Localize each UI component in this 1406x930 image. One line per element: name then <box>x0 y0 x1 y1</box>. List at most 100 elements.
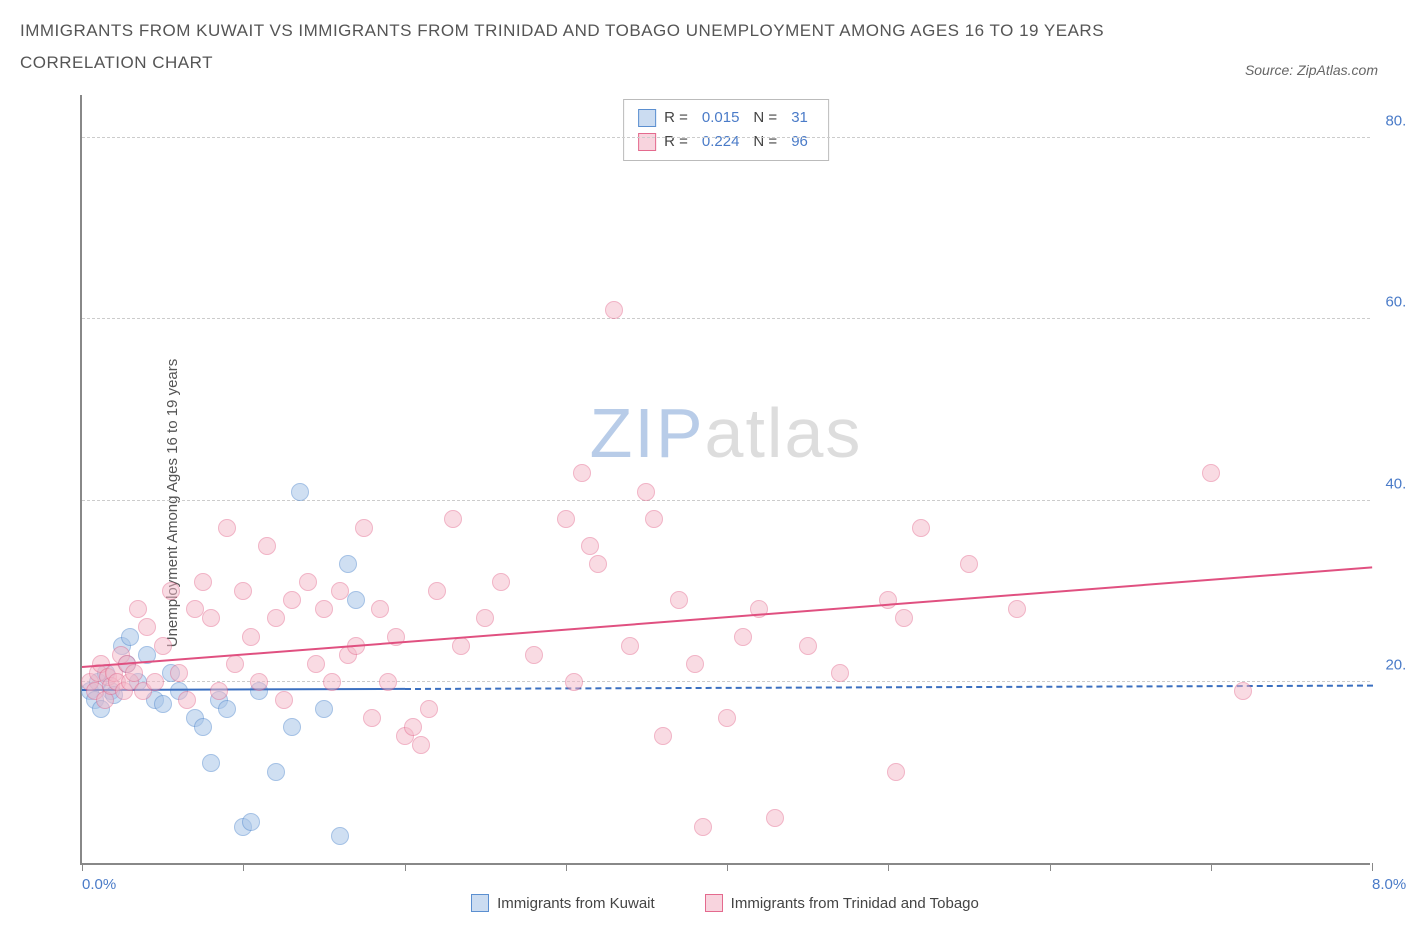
scatter-point <box>138 618 156 636</box>
scatter-point <box>645 510 663 528</box>
scatter-point <box>154 695 172 713</box>
legend-label: Immigrants from Kuwait <box>497 895 655 912</box>
scatter-point <box>637 483 655 501</box>
stats-n-label: N = <box>753 106 777 130</box>
gridline <box>82 318 1370 319</box>
scatter-point <box>218 700 236 718</box>
trend-line <box>404 684 1372 689</box>
scatter-point <box>404 718 422 736</box>
scatter-point <box>428 582 446 600</box>
scatter-point <box>565 673 583 691</box>
scatter-point <box>831 664 849 682</box>
scatter-point <box>686 655 704 673</box>
scatter-point <box>912 519 930 537</box>
x-tick-label: 8.0% <box>1372 876 1406 893</box>
scatter-point <box>299 573 317 591</box>
scatter-point <box>718 709 736 727</box>
scatter-point <box>363 709 381 727</box>
watermark-atlas: atlas <box>705 394 863 472</box>
scatter-point <box>178 691 196 709</box>
legend-item: Immigrants from Trinidad and Tobago <box>705 894 979 912</box>
x-tick <box>1211 863 1212 871</box>
legend-label: Immigrants from Trinidad and Tobago <box>731 895 979 912</box>
scatter-point <box>323 673 341 691</box>
legend-swatch <box>638 109 656 127</box>
legend-swatch <box>471 894 489 912</box>
scatter-point <box>355 519 373 537</box>
scatter-point <box>250 673 268 691</box>
stats-n-value: 31 <box>785 106 814 130</box>
x-tick <box>243 863 244 871</box>
scatter-point <box>202 609 220 627</box>
x-tick <box>1372 863 1373 871</box>
scatter-plot-area: ZIPatlas R =0.015N =31R =0.224N =96 20.0… <box>80 95 1370 865</box>
scatter-point <box>267 763 285 781</box>
y-tick-label: 80.0% <box>1385 113 1406 130</box>
scatter-point <box>125 664 143 682</box>
scatter-point <box>146 673 164 691</box>
legend-item: Immigrants from Kuwait <box>471 894 655 912</box>
scatter-point <box>194 573 212 591</box>
scatter-point <box>202 754 220 772</box>
gridline <box>82 500 1370 501</box>
chart-container: Unemployment Among Ages 16 to 19 years Z… <box>20 95 1386 910</box>
scatter-point <box>186 600 204 618</box>
scatter-point <box>476 609 494 627</box>
y-tick-label: 60.0% <box>1385 294 1406 311</box>
scatter-point <box>331 827 349 845</box>
scatter-point <box>879 591 897 609</box>
scatter-point <box>121 628 139 646</box>
scatter-point <box>218 519 236 537</box>
x-tick <box>82 863 83 871</box>
scatter-point <box>766 809 784 827</box>
scatter-point <box>573 464 591 482</box>
scatter-point <box>267 609 285 627</box>
chart-title-line2: CORRELATION CHART <box>20 50 1386 76</box>
watermark: ZIPatlas <box>590 393 863 473</box>
scatter-point <box>258 537 276 555</box>
scatter-point <box>605 301 623 319</box>
scatter-point <box>275 691 293 709</box>
scatter-point <box>242 813 260 831</box>
stats-r-value: 0.015 <box>696 106 746 130</box>
series-legend: Immigrants from Kuwait Immigrants from Tr… <box>80 894 1370 912</box>
scatter-point <box>1008 600 1026 618</box>
stats-r-label: R = <box>664 106 688 130</box>
x-tick <box>405 863 406 871</box>
scatter-point <box>347 591 365 609</box>
scatter-point <box>170 664 188 682</box>
scatter-point <box>420 700 438 718</box>
scatter-point <box>234 582 252 600</box>
scatter-point <box>194 718 212 736</box>
scatter-point <box>799 637 817 655</box>
scatter-point <box>444 510 462 528</box>
scatter-point <box>734 628 752 646</box>
gridline <box>82 681 1370 682</box>
scatter-point <box>621 637 639 655</box>
scatter-point <box>162 582 180 600</box>
scatter-point <box>960 555 978 573</box>
scatter-point <box>412 736 430 754</box>
scatter-point <box>283 718 301 736</box>
scatter-point <box>694 818 712 836</box>
watermark-zip: ZIP <box>590 394 705 472</box>
source-attribution: Source: ZipAtlas.com <box>1245 62 1378 78</box>
scatter-point <box>154 637 172 655</box>
scatter-point <box>492 573 510 591</box>
scatter-point <box>307 655 325 673</box>
stats-n-label: N = <box>753 130 777 154</box>
scatter-point <box>283 591 301 609</box>
x-tick <box>888 863 889 871</box>
scatter-point <box>129 600 147 618</box>
scatter-point <box>242 628 260 646</box>
scatter-point <box>315 700 333 718</box>
stats-r-value: 0.224 <box>696 130 746 154</box>
scatter-point <box>452 637 470 655</box>
scatter-point <box>581 537 599 555</box>
x-tick <box>727 863 728 871</box>
scatter-point <box>226 655 244 673</box>
scatter-point <box>315 600 333 618</box>
stats-n-value: 96 <box>785 130 814 154</box>
scatter-point <box>654 727 672 745</box>
scatter-point <box>210 682 228 700</box>
